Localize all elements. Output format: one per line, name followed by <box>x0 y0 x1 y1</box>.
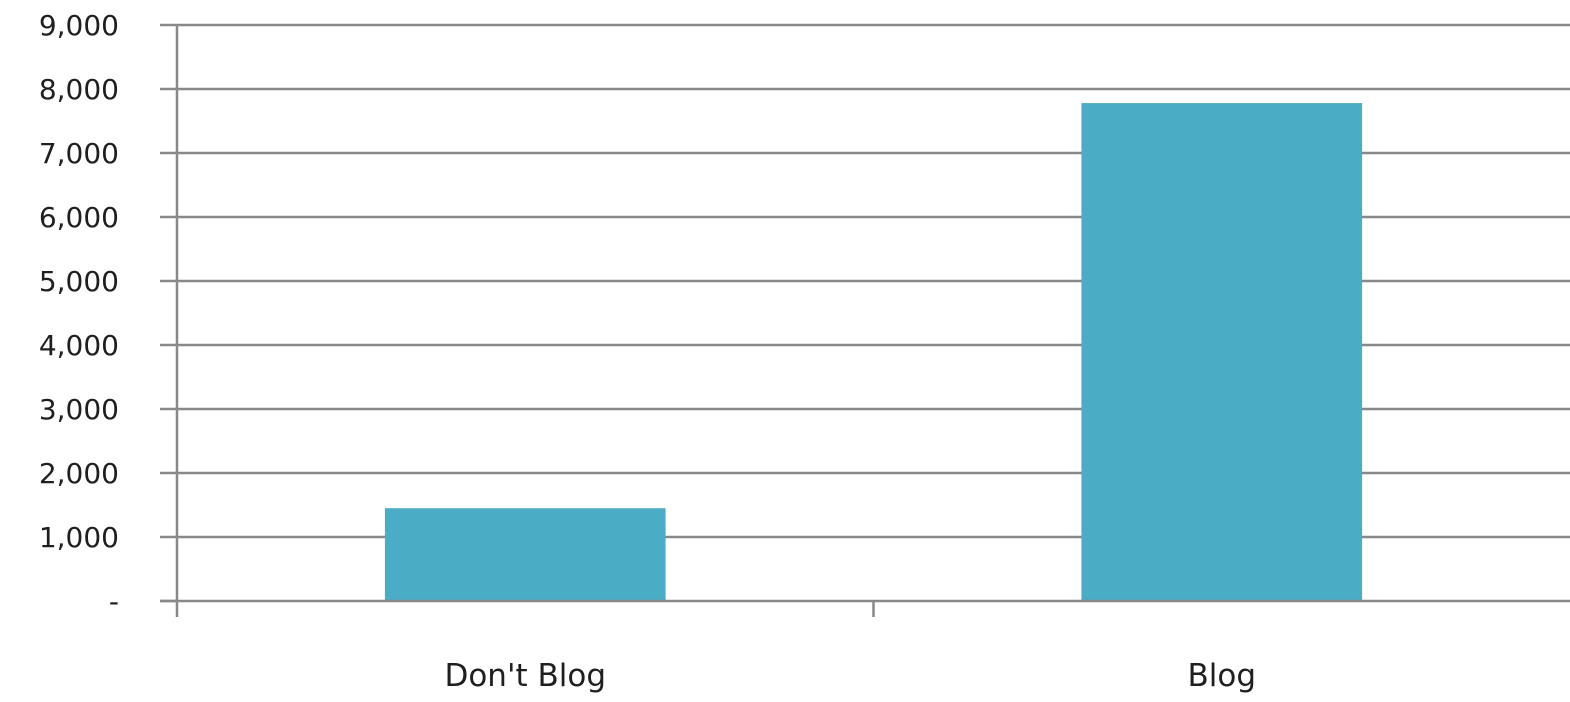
x-tick-label: Don't Blog <box>444 658 606 694</box>
bar-don-t-blog <box>384 508 666 601</box>
axis-labels: - 1,000 2,000 3,000 4,000 5,000 6,000 7,000 8,00… <box>39 9 1256 694</box>
y-tick-label: 7,000 <box>39 137 119 170</box>
y-tick-label: 8,000 <box>39 73 119 106</box>
y-tick-label: 9,000 <box>39 9 119 42</box>
bars <box>384 103 1363 601</box>
y-tick-label: 6,000 <box>39 201 119 234</box>
y-tick-label: 3,000 <box>39 393 119 426</box>
y-tick-label: 4,000 <box>39 329 119 362</box>
y-tick-label: 2,000 <box>39 457 119 490</box>
y-tick-label: 1,000 <box>39 521 119 554</box>
x-tick-label: Blog <box>1187 658 1256 694</box>
gridlines <box>177 23 1570 539</box>
y-tick-label: 5,000 <box>39 265 119 298</box>
y-tick-label: - <box>109 585 119 618</box>
axes <box>160 23 1570 617</box>
bar-blog <box>1081 103 1363 601</box>
